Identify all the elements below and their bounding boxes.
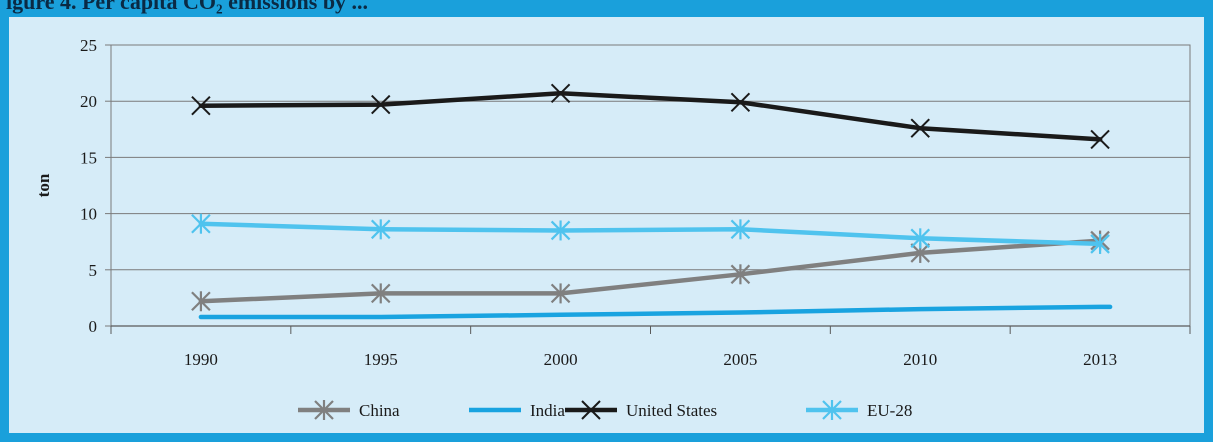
- data-point-china: [191, 291, 211, 312]
- data-point-united-states: [371, 94, 391, 115]
- y-tick-label: 10: [80, 205, 97, 224]
- data-point-united-states: [910, 118, 930, 138]
- x-tick-label: 1990: [184, 350, 218, 369]
- legend-label-united-states: United States: [626, 401, 717, 420]
- data-point-united-states: [550, 83, 571, 104]
- series-line-india: [198, 304, 1113, 320]
- legend-label-eu-28: EU-28: [867, 401, 912, 420]
- figure-title: igure 4. Per capita CO₂ emissions by ...: [6, 0, 369, 14]
- data-point-eu-28: [730, 219, 751, 240]
- legend-marker-china: [314, 400, 334, 420]
- legend-label-india: India: [530, 401, 565, 420]
- data-point-united-states: [1090, 129, 1110, 150]
- series-line-china: [198, 238, 1103, 304]
- data-point-eu-28: [370, 219, 391, 240]
- series-line-eu-28: [198, 221, 1103, 247]
- y-tick-label: 20: [80, 92, 97, 111]
- y-tick-label: 15: [80, 148, 97, 167]
- x-tick-label: 2000: [544, 350, 578, 369]
- title-band: igure 4. Per capita CO₂ emissions by ...: [0, 0, 1213, 17]
- series-line-united-states: [198, 91, 1103, 142]
- legend-marker-eu-28: [822, 400, 842, 420]
- x-tick-label: 2013: [1083, 350, 1117, 369]
- legend-marker-united-states: [581, 400, 601, 420]
- x-tick-label: 2010: [903, 350, 937, 369]
- data-point-united-states: [191, 95, 211, 116]
- y-tick-label: 25: [80, 36, 97, 55]
- y-tick-label: 5: [89, 261, 98, 280]
- data-point-china: [730, 264, 751, 285]
- x-tick-label: 2005: [723, 350, 757, 369]
- data-point-eu-28: [191, 213, 211, 234]
- data-point-united-states: [730, 92, 751, 113]
- y-axis-label: ton: [34, 173, 53, 197]
- data-point-eu-28: [1090, 233, 1110, 254]
- data-point-eu-28: [550, 220, 571, 241]
- legend-label-china: China: [359, 401, 400, 420]
- data-point-china: [370, 283, 391, 304]
- y-tick-label: 0: [89, 317, 98, 336]
- data-point-eu-28: [910, 228, 931, 249]
- data-point-china: [550, 283, 571, 304]
- x-tick-label: 1995: [364, 350, 398, 369]
